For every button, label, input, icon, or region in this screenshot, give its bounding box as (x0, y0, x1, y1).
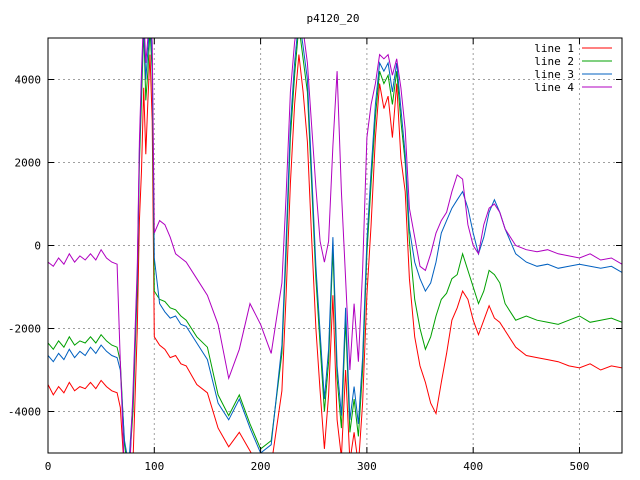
grid (48, 38, 622, 453)
ticks: 0 100 200 300 400 500 -4000 -2000 0 2000 4000 (8, 38, 622, 473)
y-tick-label: -4000 (8, 406, 41, 419)
series-line-1 (48, 54, 622, 453)
x-tick-label: 0 (45, 460, 52, 473)
x-tick-label: 500 (570, 460, 590, 473)
x-tick-label: 300 (357, 460, 377, 473)
legend-label: line 1 (534, 42, 574, 55)
y-tick-label: 4000 (15, 74, 42, 87)
x-tick-label: 200 (251, 460, 271, 473)
y-tick-label: 2000 (15, 157, 42, 170)
series-layer (48, 38, 622, 453)
legend-label: line 2 (534, 55, 574, 68)
y-tick-label: 0 (34, 240, 41, 253)
y-tick-label: -2000 (8, 323, 41, 336)
series-line-4 (48, 38, 622, 453)
x-tick-label: 400 (463, 460, 483, 473)
chart-title: p4120_20 (307, 12, 360, 25)
legend-label: line 3 (534, 68, 574, 81)
x-tick-label: 100 (144, 460, 164, 473)
legend-label: line 4 (534, 81, 574, 94)
